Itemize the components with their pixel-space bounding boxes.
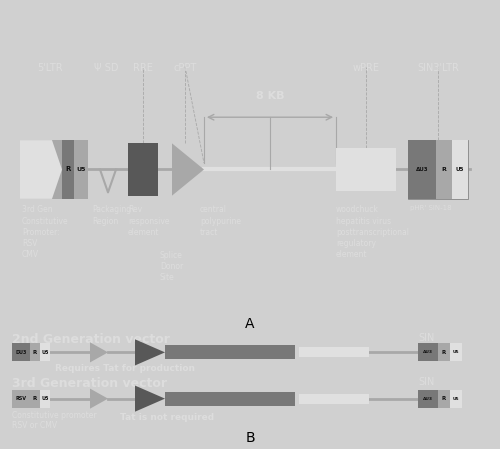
- Text: Packaging
Region: Packaging Region: [92, 206, 131, 225]
- Bar: [128, 143, 158, 196]
- Text: R: R: [442, 350, 446, 355]
- Polygon shape: [135, 386, 165, 412]
- Bar: [74, 140, 88, 199]
- Text: A: A: [245, 317, 255, 331]
- Text: ΔU3: ΔU3: [416, 167, 428, 172]
- Bar: [40, 343, 50, 361]
- Bar: [299, 394, 369, 404]
- Text: wPRE: wPRE: [352, 63, 380, 73]
- Text: Rev
responsive
element: Rev responsive element: [128, 206, 170, 237]
- Text: U5: U5: [42, 396, 48, 401]
- Text: pHR' SIN-18: pHR' SIN-18: [410, 206, 452, 211]
- Text: 3rd Generation vector: 3rd Generation vector: [12, 377, 167, 389]
- Polygon shape: [90, 342, 108, 362]
- Bar: [450, 390, 462, 408]
- Bar: [408, 140, 468, 199]
- Text: B: B: [245, 431, 255, 445]
- Polygon shape: [20, 140, 62, 199]
- Bar: [30, 390, 40, 408]
- Polygon shape: [135, 339, 165, 365]
- Bar: [408, 140, 436, 199]
- Bar: [336, 148, 396, 191]
- Text: R: R: [66, 167, 70, 172]
- Text: Ψ SD: Ψ SD: [94, 63, 118, 73]
- Bar: [436, 140, 452, 199]
- Text: U5: U5: [456, 167, 464, 172]
- Text: Requires Tat for production: Requires Tat for production: [55, 365, 195, 374]
- Text: cPPT: cPPT: [174, 63, 197, 73]
- Bar: [438, 390, 450, 408]
- Text: ΔU3: ΔU3: [423, 396, 433, 401]
- Text: RRE: RRE: [133, 63, 153, 73]
- Text: U5: U5: [453, 396, 459, 401]
- Bar: [438, 343, 450, 361]
- Text: U5: U5: [453, 350, 459, 354]
- Text: R: R: [442, 167, 446, 172]
- Text: SIN: SIN: [418, 377, 434, 387]
- Text: 8 KB: 8 KB: [256, 91, 284, 101]
- Text: R: R: [33, 350, 37, 355]
- Text: central
polypurine
tract: central polypurine tract: [200, 206, 241, 237]
- Bar: [418, 343, 438, 361]
- Text: R: R: [33, 396, 37, 401]
- Text: 5'LTR: 5'LTR: [37, 63, 63, 73]
- Bar: [40, 390, 50, 408]
- Text: U5: U5: [42, 350, 48, 355]
- Text: Tat is not required: Tat is not required: [120, 413, 214, 422]
- Bar: [30, 343, 40, 361]
- Text: woodchuck
hepatitis virus
posttranscriptional
regulatory
element: woodchuck hepatitis virus posttranscript…: [336, 206, 409, 259]
- Text: R: R: [442, 396, 446, 401]
- Text: 3rd Gen
Constitutive
Promoter:
RSV
CMV: 3rd Gen Constitutive Promoter: RSV CMV: [22, 206, 68, 259]
- Text: U5: U5: [76, 167, 86, 172]
- Polygon shape: [172, 143, 204, 196]
- Text: ΔU3: ΔU3: [423, 350, 433, 354]
- Bar: [165, 392, 295, 405]
- Text: Splice
Donor
Site: Splice Donor Site: [160, 251, 183, 282]
- Bar: [20, 140, 82, 199]
- Bar: [418, 390, 438, 408]
- Text: SIN3'LTR: SIN3'LTR: [417, 63, 459, 73]
- Bar: [165, 345, 295, 359]
- Text: RSV: RSV: [16, 396, 26, 401]
- Bar: [12, 343, 30, 361]
- Text: SIN: SIN: [418, 333, 434, 343]
- Bar: [450, 343, 462, 361]
- Text: 2nd Generation vector: 2nd Generation vector: [12, 333, 170, 346]
- Polygon shape: [90, 388, 108, 409]
- Text: Constitutive promoter
RSV or CMV: Constitutive promoter RSV or CMV: [12, 411, 96, 430]
- Bar: [12, 390, 30, 408]
- Bar: [299, 348, 369, 357]
- Text: DU3: DU3: [16, 350, 26, 355]
- Bar: [62, 140, 74, 199]
- Bar: [452, 140, 468, 199]
